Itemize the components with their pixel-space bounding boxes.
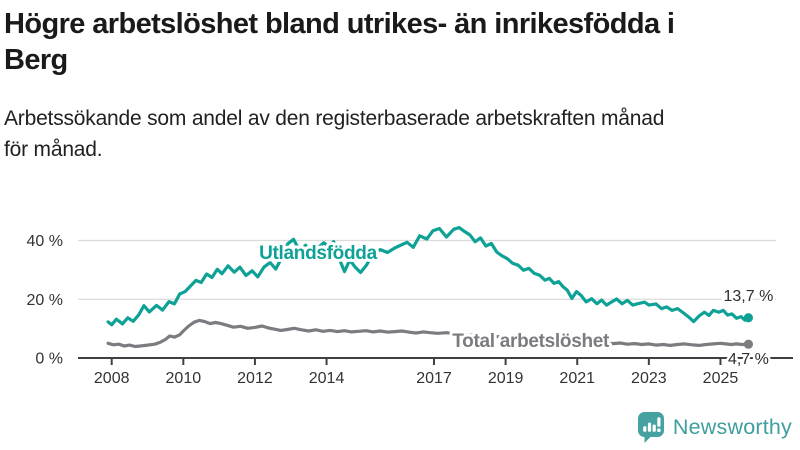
- y-tick-label-40: 40 %: [27, 233, 63, 250]
- y-tick-label-0: 0 %: [35, 351, 63, 368]
- x-tick-label-2025: 2025: [703, 370, 739, 387]
- chart-subtitle-line-2: för månad.: [4, 138, 103, 161]
- chart-subtitle: Arbetssökande som andel av den registerb…: [4, 103, 796, 165]
- series-line-total: [106, 318, 751, 349]
- x-tick-label-2017: 2017: [416, 370, 452, 387]
- page-title: Högre arbetslöshet bland utrikes- än inr…: [4, 6, 796, 78]
- end-dot-utlandsfodda: [743, 313, 754, 323]
- newsworthy-logo: Newsworthy: [637, 411, 792, 444]
- x-tick-label-2019: 2019: [488, 370, 524, 387]
- x-tick-label-2014: 2014: [309, 370, 345, 387]
- chart-subtitle-line-1: Arbetssökande som andel av den registerb…: [4, 107, 665, 130]
- x-tick-label-2012: 2012: [237, 370, 273, 387]
- series-label-utlandsfodda: Utlandsfödda: [259, 243, 378, 264]
- series-label-total: Total arbetslöshet: [452, 331, 610, 352]
- speech-bubble-bar-chart-icon: [637, 412, 664, 443]
- page-title-line-2: Berg: [4, 44, 68, 76]
- page-title-line-1: Högre arbetslöshet bland utrikes- än inr…: [4, 8, 675, 40]
- x-tick-label-2008: 2008: [94, 370, 130, 387]
- y-tick-label-20: 20 %: [27, 292, 63, 309]
- x-tick-label-2021: 2021: [559, 370, 595, 387]
- end-value-label-utlandsfodda: 13,7 %: [723, 288, 773, 305]
- end-value-label-total: 4,7 %: [728, 351, 769, 368]
- x-tick-label-2023: 2023: [631, 370, 667, 387]
- header: Högre arbetslöshet bland utrikes- än inr…: [4, 6, 796, 165]
- series-line-utlandsfodda: [106, 226, 751, 327]
- x-tick-label-2010: 2010: [166, 370, 202, 387]
- newsworthy-logo-text: Newsworthy: [672, 415, 792, 439]
- end-dot-total: [743, 339, 754, 349]
